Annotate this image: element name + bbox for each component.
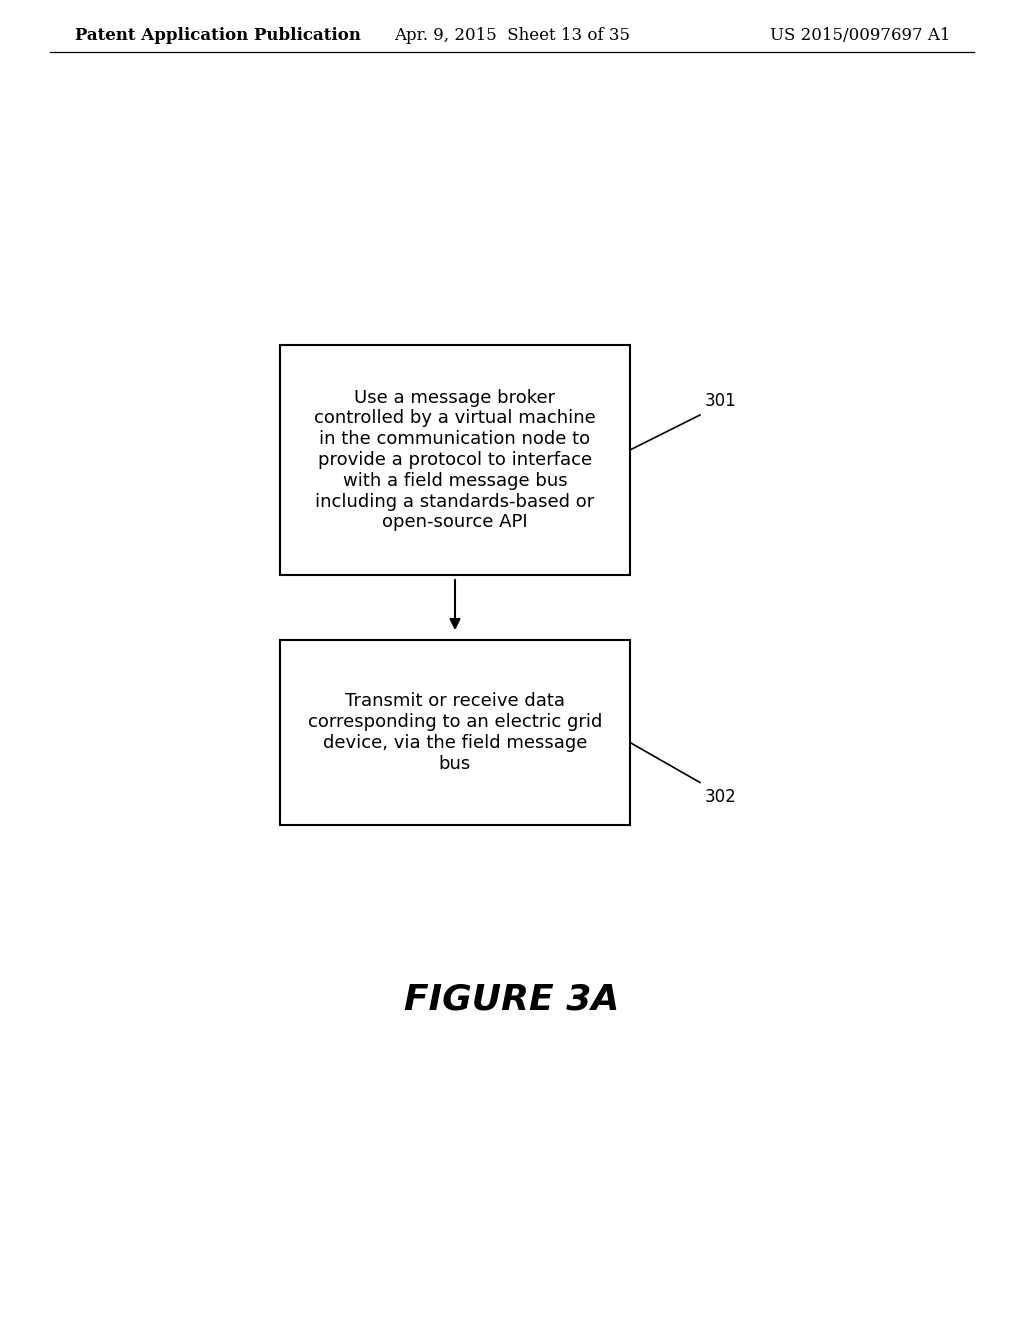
Text: Use a message broker
controlled by a virtual machine
in the communication node t: Use a message broker controlled by a vir… — [314, 388, 596, 532]
Text: 301: 301 — [705, 392, 736, 411]
Text: Apr. 9, 2015  Sheet 13 of 35: Apr. 9, 2015 Sheet 13 of 35 — [394, 26, 630, 44]
Text: Patent Application Publication: Patent Application Publication — [75, 26, 360, 44]
Text: FIGURE 3A: FIGURE 3A — [404, 983, 620, 1016]
Bar — [280, 345, 630, 576]
Bar — [280, 640, 630, 825]
Text: 302: 302 — [705, 788, 736, 805]
Text: Transmit or receive data
corresponding to an electric grid
device, via the field: Transmit or receive data corresponding t… — [308, 692, 602, 772]
Text: US 2015/0097697 A1: US 2015/0097697 A1 — [769, 26, 950, 44]
